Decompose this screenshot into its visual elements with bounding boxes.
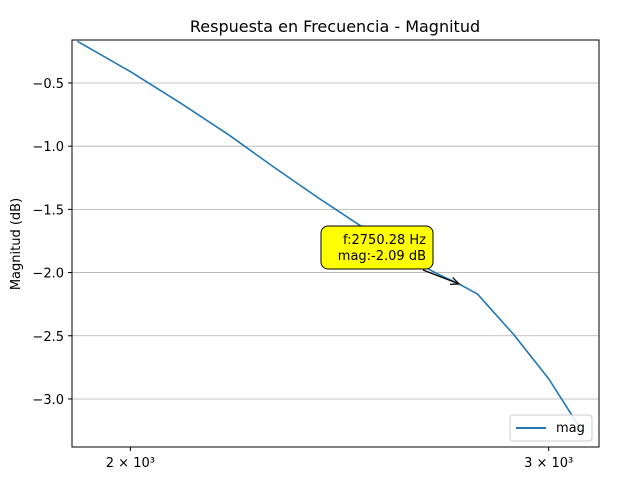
annotation-arrowhead xyxy=(449,277,461,286)
y-tick-label: −2.0 xyxy=(32,267,64,282)
legend-label-mag: mag xyxy=(556,421,585,436)
plot-frame xyxy=(71,39,600,448)
y-tick-label: −2.5 xyxy=(32,330,64,345)
x-tick-label: 3 × 10³ xyxy=(524,456,573,471)
annotation-box xyxy=(320,225,434,270)
chart-title: Respuesta en Frecuencia - Magnitud xyxy=(190,17,480,36)
x-tick-label: 2 × 10³ xyxy=(106,456,155,471)
annotation-frequency-text: f:2750.28 Hz xyxy=(343,233,426,248)
y-tick-label: −1.0 xyxy=(32,140,64,155)
legend-box xyxy=(509,414,593,442)
ticks: −0.5 −1.0 −1.5 −2.0 −2.5 −3.0 2 × 10³ 3 × 10³ xyxy=(32,77,573,471)
annotation: f:2750.28 Hz mag:-2.09 dB xyxy=(320,225,461,286)
y-tick-label: −0.5 xyxy=(32,77,64,92)
annotation-arrow xyxy=(422,269,460,285)
y-tick-label: −1.5 xyxy=(32,203,64,218)
annotation-magnitude-text: mag:-2.09 dB xyxy=(338,249,426,264)
legend: mag xyxy=(509,414,593,442)
y-tick-label: −3.0 xyxy=(32,393,64,408)
y-axis-label: Magnitud (dB) xyxy=(9,198,24,290)
